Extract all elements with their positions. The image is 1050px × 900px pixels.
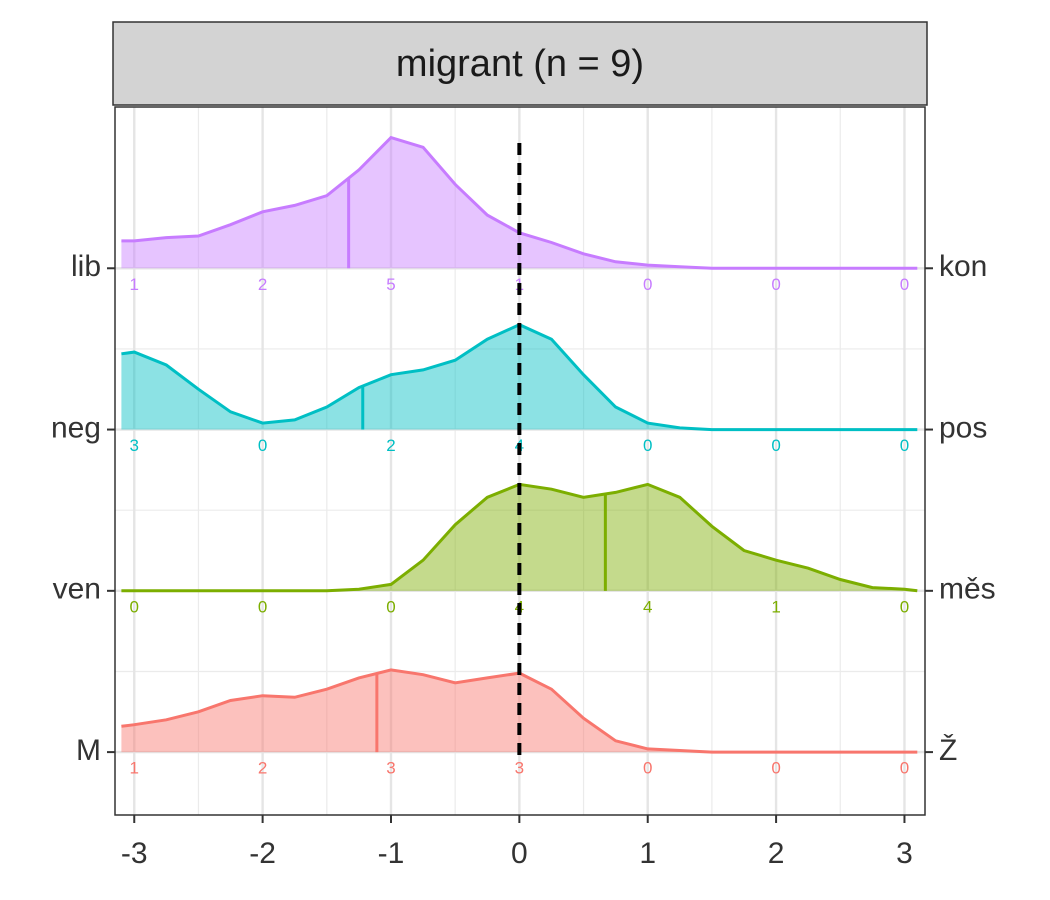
count-label: 0 bbox=[643, 759, 652, 778]
x-tick-label: -3 bbox=[121, 837, 148, 870]
count-label: 0 bbox=[643, 436, 652, 455]
count-label: 0 bbox=[900, 275, 909, 294]
count-label: 0 bbox=[130, 597, 139, 616]
chart-title: migrant (n = 9) bbox=[396, 43, 644, 85]
y2-tick-label: pos bbox=[939, 411, 987, 444]
count-label: 0 bbox=[643, 275, 652, 294]
count-label: 0 bbox=[900, 436, 909, 455]
count-label: 5 bbox=[386, 275, 395, 294]
count-label: 0 bbox=[900, 597, 909, 616]
y2-tick-label: kon bbox=[939, 250, 987, 283]
x-tick-label: 2 bbox=[768, 837, 785, 870]
count-label: 2 bbox=[258, 759, 267, 778]
count-label: 1 bbox=[130, 275, 139, 294]
count-label: 0 bbox=[386, 597, 395, 616]
plot-area: 1251000302400000044101233000 bbox=[115, 107, 925, 815]
count-label: 1 bbox=[130, 759, 139, 778]
y-tick-label: lib bbox=[71, 250, 101, 283]
count-label: 0 bbox=[771, 275, 780, 294]
count-label: 0 bbox=[900, 759, 909, 778]
count-label: 1 bbox=[771, 597, 780, 616]
density-area bbox=[121, 484, 918, 591]
y2-tick-label: měs bbox=[939, 573, 996, 606]
x-tick-label: -2 bbox=[249, 837, 276, 870]
count-label: 3 bbox=[386, 759, 395, 778]
y-tick-label: ven bbox=[53, 573, 101, 606]
x-tick-label: -1 bbox=[378, 837, 405, 870]
x-tick-label: 1 bbox=[639, 837, 656, 870]
count-label: 2 bbox=[386, 436, 395, 455]
count-label: 0 bbox=[771, 759, 780, 778]
y-tick-label: M bbox=[76, 734, 101, 767]
count-label: 0 bbox=[258, 436, 267, 455]
y-tick-label: neg bbox=[51, 411, 101, 444]
x-tick-label: 0 bbox=[511, 837, 528, 870]
y2-tick-label: Ž bbox=[939, 734, 957, 767]
count-label: 3 bbox=[130, 436, 139, 455]
density-area bbox=[121, 137, 918, 269]
count-label: 0 bbox=[771, 436, 780, 455]
density-area bbox=[121, 324, 918, 430]
count-label: 2 bbox=[258, 275, 267, 294]
count-label: 4 bbox=[643, 597, 652, 616]
count-label: 3 bbox=[515, 759, 524, 778]
strip bbox=[112, 21, 928, 106]
count-label: 0 bbox=[258, 597, 267, 616]
x-tick-label: 3 bbox=[896, 837, 913, 870]
